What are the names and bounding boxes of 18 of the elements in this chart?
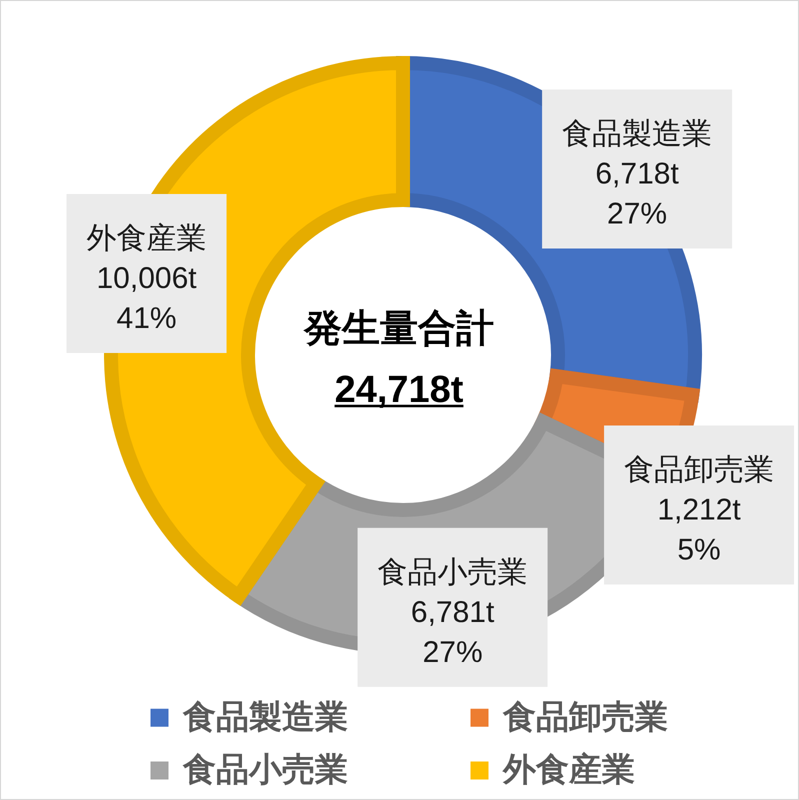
- legend-label: 食品卸売業: [502, 698, 668, 735]
- text: 24,718t: [334, 369, 464, 411]
- text: 27%: [607, 197, 668, 230]
- slice-label: 食品製造業: [562, 117, 712, 150]
- data-label: 6,718t: [595, 157, 680, 190]
- legend-label: 外食産業: [502, 750, 635, 788]
- data-label: 10,006t: [96, 262, 198, 295]
- text: 41%: [116, 302, 177, 335]
- data-label: 6,781t: [410, 596, 495, 629]
- legend-label: 食品小売業: [182, 750, 348, 788]
- text: 発生量合計: [303, 308, 494, 350]
- slice-label: 食品小売業: [378, 556, 528, 589]
- text: 5%: [677, 534, 721, 567]
- text: 27%: [422, 636, 483, 669]
- data-label: 1,212t: [657, 494, 742, 527]
- slice-label: 外食産業: [86, 222, 207, 255]
- legend-label: 食品製造業: [182, 698, 348, 735]
- slice-label: 食品卸売業: [624, 454, 774, 487]
